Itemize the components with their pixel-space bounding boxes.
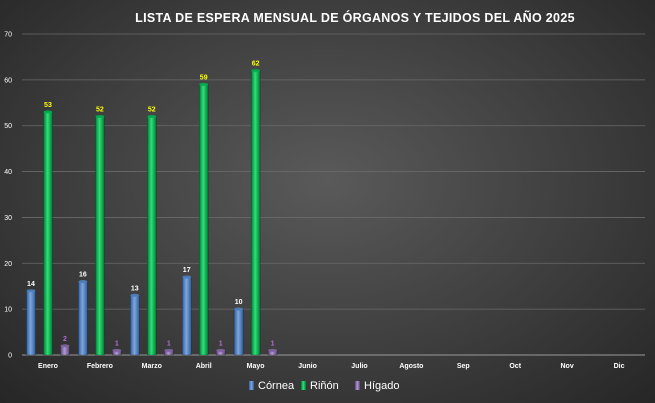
x-tick-label: Dic bbox=[614, 363, 625, 370]
bar bbox=[43, 111, 53, 356]
legend-label: Riñón bbox=[310, 380, 339, 392]
x-tick-label: Nov bbox=[561, 363, 574, 370]
data-label: 14 bbox=[27, 281, 35, 288]
bar bbox=[198, 84, 209, 356]
data-label: 17 bbox=[183, 267, 191, 274]
x-tick-label: Oct bbox=[509, 363, 521, 370]
y-tick-label: 60 bbox=[4, 77, 12, 84]
x-tick-label: Febrero bbox=[87, 363, 113, 370]
data-label: 59 bbox=[200, 74, 208, 81]
data-label: 62 bbox=[252, 61, 260, 68]
gridlines bbox=[22, 33, 645, 310]
data-label: 13 bbox=[131, 285, 139, 292]
bar-cap bbox=[112, 348, 122, 353]
data-label: 10 bbox=[235, 299, 243, 306]
data-label: 53 bbox=[44, 102, 52, 109]
y-tick-label: 50 bbox=[4, 123, 12, 130]
bar-cap bbox=[78, 280, 88, 284]
x-tick-label: Junio bbox=[298, 363, 317, 370]
data-label: 52 bbox=[148, 107, 156, 114]
bar-cap bbox=[147, 114, 157, 119]
y-tick-label: 10 bbox=[4, 307, 12, 314]
y-tick-label: 20 bbox=[4, 261, 12, 268]
bar-cap bbox=[164, 348, 174, 353]
bar-cap bbox=[26, 289, 36, 293]
bar-cap bbox=[182, 275, 192, 279]
x-tick-label: Abril bbox=[196, 363, 212, 370]
x-tick-label: Enero bbox=[38, 363, 58, 370]
bar bbox=[181, 276, 192, 356]
bar bbox=[26, 290, 36, 356]
data-label: 2 bbox=[63, 336, 67, 343]
y-tick-label: 0 bbox=[8, 353, 12, 360]
data-labels: 14 16 13 17 10 53 52 52 59 62 2 1 1 1 1 bbox=[27, 61, 275, 348]
bar bbox=[78, 281, 88, 356]
bar-cap bbox=[268, 348, 278, 353]
y-tick-label: 70 bbox=[4, 32, 12, 39]
legend-swatch bbox=[249, 381, 254, 390]
data-label: 52 bbox=[96, 107, 104, 114]
x-tick-label: Sep bbox=[457, 363, 470, 370]
bar-cap bbox=[130, 293, 140, 297]
bar-cap bbox=[216, 348, 226, 353]
chart-title: LISTA DE ESPERA MENSUAL DE ÓRGANOS Y TEJ… bbox=[135, 10, 575, 25]
axes: 0 10 20 30 40 50 60 70 Enero Febrero Marzo Abril May… bbox=[4, 32, 645, 370]
data-label: 16 bbox=[79, 272, 87, 279]
data-label: 1 bbox=[271, 340, 275, 347]
data-label: 1 bbox=[167, 340, 171, 347]
legend-swatch bbox=[355, 381, 360, 390]
bar-cap bbox=[234, 307, 244, 311]
x-tick-label: Agosto bbox=[399, 363, 423, 370]
bar-cap bbox=[43, 110, 53, 114]
legend-label: Córnea bbox=[258, 380, 295, 392]
y-tick-label: 30 bbox=[4, 215, 12, 222]
legend-swatch bbox=[301, 381, 306, 390]
data-label: 1 bbox=[219, 340, 223, 347]
x-tick-label: Mayo bbox=[247, 363, 265, 370]
bars bbox=[26, 69, 278, 356]
legend-label: Hígado bbox=[364, 380, 399, 392]
legend: Córnea Riñón Hígado bbox=[249, 380, 399, 392]
bar bbox=[130, 295, 140, 356]
bar bbox=[95, 116, 105, 356]
x-tick-label: Marzo bbox=[142, 363, 162, 370]
bar bbox=[147, 116, 157, 356]
bar bbox=[233, 308, 244, 356]
bar-cap bbox=[95, 114, 105, 119]
data-label: 1 bbox=[115, 340, 119, 347]
y-tick-label: 40 bbox=[4, 169, 12, 176]
bar-cap bbox=[199, 82, 209, 87]
bar-cap bbox=[60, 344, 70, 348]
x-tick-label: Julio bbox=[351, 363, 367, 370]
bar-cap bbox=[251, 69, 261, 73]
bar bbox=[250, 70, 261, 356]
